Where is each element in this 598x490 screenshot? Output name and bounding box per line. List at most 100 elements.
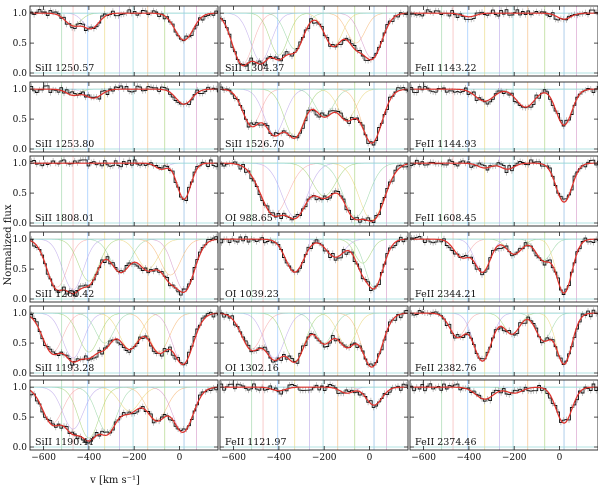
y-tick-label: 0.5 [13, 39, 28, 49]
y-tick-label: 0.5 [13, 339, 28, 349]
panel-grid: 0.0 0.5 1.0 SiII 1250.57 SiII 1304.37 FeII 11… [13, 5, 598, 463]
data-spectrum [220, 86, 408, 146]
panel-label: SiII 1526.70 [225, 139, 284, 150]
y-tick-label: 0.0 [13, 443, 28, 453]
model-curve [220, 386, 408, 406]
model-curve [410, 238, 598, 294]
y-tick-label: 0.0 [13, 369, 28, 379]
panel-siii-1526-70: SiII 1526.70 [219, 81, 409, 153]
panel-frame [219, 379, 409, 451]
x-tick-label: −200 [312, 453, 337, 463]
panel-frame [29, 81, 219, 153]
panel-feii-1121-97: −600 −400 −200 0 FeII 1121.97 [219, 379, 409, 463]
y-tick-label: 1.0 [13, 9, 28, 19]
panel-label: SiII 1253.80 [35, 139, 94, 150]
panel-siii-1260-42: 0.0 0.5 1.0 SiII 1260.42 [13, 231, 219, 305]
component-profile [30, 238, 218, 291]
panel-siii-1808-01: 0.0 0.5 1.0 SiII 1808.01 [13, 155, 219, 229]
panel-frame [219, 155, 409, 227]
panel-frame [29, 305, 219, 377]
component-profile [30, 238, 218, 291]
model-curve [220, 238, 408, 290]
panel-label: FeII 2344.21 [415, 289, 477, 300]
panel-label: SiII 1808.01 [35, 213, 94, 224]
panel-frame [409, 379, 598, 451]
panel-label: SiII 1250.57 [35, 63, 94, 74]
data-spectrum [220, 309, 408, 366]
data-spectrum [30, 85, 218, 106]
panel-frame [29, 379, 219, 451]
model-curve [220, 312, 408, 368]
panel-frame [409, 305, 598, 377]
y-tick-label: 0.0 [13, 219, 28, 229]
y-tick-label: 1.0 [13, 235, 28, 245]
component-profile [30, 386, 218, 424]
panel-label: SiII 1193.28 [35, 363, 94, 374]
panel-frame [409, 5, 598, 77]
component-profile [30, 238, 218, 288]
panel-feii-2374-46: −600 −400 −200 0 FeII 2374.46 [409, 379, 598, 463]
model-curve [410, 12, 598, 20]
panel-frame [29, 231, 219, 303]
x-tick-label: −600 [31, 453, 56, 463]
model-curve [410, 312, 598, 365]
data-spectrum [220, 11, 408, 67]
axis-labels: Normalized flux v [km s⁻¹] [3, 204, 140, 486]
x-tick-label: −400 [457, 453, 482, 463]
panel-label: SiII 1190.41 [35, 437, 94, 448]
panel-frame [219, 231, 409, 303]
y-tick-label: 0.5 [13, 189, 28, 199]
panel-frame [219, 81, 409, 153]
panel-oi-988-65: OI 988.65 [219, 155, 409, 227]
panel-frame [29, 155, 219, 227]
y-tick-label: 0.5 [13, 413, 28, 423]
panel-label: OI 1302.16 [225, 363, 279, 374]
panel-frame [219, 305, 409, 377]
component-profile [30, 162, 218, 200]
panel-label: SiII 1260.42 [35, 289, 94, 300]
panel-oi-1039-23: OI 1039.23 [219, 231, 409, 303]
model-curve [30, 162, 218, 200]
panel-label: OI 1039.23 [225, 289, 279, 300]
data-spectrum [410, 86, 598, 127]
panel-label: FeII 1121.97 [225, 437, 287, 448]
panel-siii-1253-80: 0.0 0.5 1.0 SiII 1253.80 [13, 81, 219, 155]
model-curve [220, 88, 408, 144]
panel-feii-2344-21: FeII 2344.21 [409, 231, 598, 303]
data-spectrum [30, 159, 218, 201]
panel-feii-1143-22: FeII 1143.22 [409, 5, 598, 77]
error-bars [31, 6, 217, 44]
data-spectrum [30, 384, 218, 444]
y-tick-label: 1.0 [13, 383, 28, 393]
panel-frame [409, 155, 598, 227]
error-bars [411, 6, 597, 23]
y-tick-label: 0.5 [13, 115, 28, 125]
panel-frame [409, 231, 598, 303]
component-profile [410, 312, 598, 365]
x-tick-label: −200 [502, 453, 527, 463]
model-curve [30, 238, 218, 295]
panel-label: FeII 1144.93 [415, 139, 477, 150]
component-profile [220, 12, 408, 50]
panel-feii-1608-45: FeII 1608.45 [409, 155, 598, 227]
y-tick-label: 1.0 [13, 159, 28, 169]
x-tick-label: −600 [411, 453, 436, 463]
x-tick-label: 0 [177, 453, 183, 463]
component-profile [30, 238, 218, 270]
x-tick-label: 0 [557, 453, 563, 463]
model-curve [410, 162, 598, 203]
component-profile [410, 312, 598, 341]
x-tick-label: 0 [367, 453, 373, 463]
component-profile [220, 312, 408, 347]
y-tick-label: 1.0 [13, 85, 28, 95]
model-curve [30, 88, 218, 105]
data-spectrum [30, 236, 218, 297]
panel-label: FeII 1143.22 [415, 63, 477, 74]
panel-siii-1193-28: 0.0 0.5 1.0 SiII 1193.28 [13, 305, 219, 379]
component-profile [220, 312, 408, 350]
panel-feii-2382-76: FeII 2382.76 [409, 305, 598, 377]
panel-frame [29, 5, 219, 77]
model-curve [220, 162, 408, 222]
y-tick-label: 0.0 [13, 69, 28, 79]
component-profile [220, 312, 408, 344]
